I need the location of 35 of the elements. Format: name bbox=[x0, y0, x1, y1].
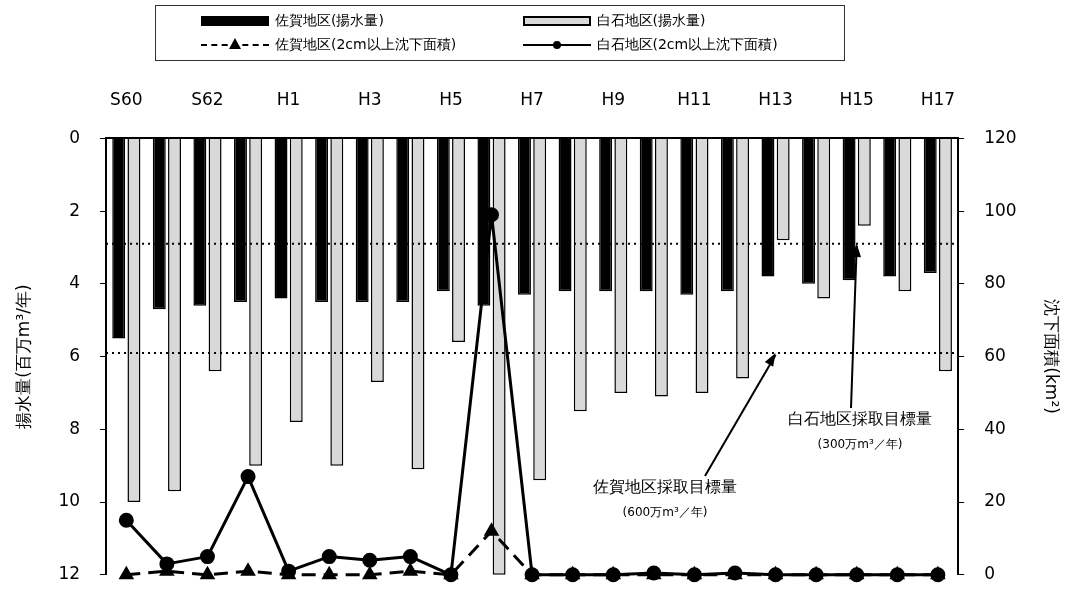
legend-label: 佐賀地区(2cm以上沈下面積) bbox=[275, 36, 457, 54]
y-tick-label: 12 bbox=[58, 563, 81, 584]
y2-tick-label: 0 bbox=[984, 563, 995, 584]
y-axis-title: 揚水量(百万m³/年) bbox=[12, 284, 33, 429]
x-tick-label: S62 bbox=[191, 88, 224, 109]
y-tick-label: 6 bbox=[69, 345, 81, 366]
annotation: (300万m³／年) bbox=[817, 437, 903, 452]
y-tick-label: 4 bbox=[69, 272, 81, 293]
y2-tick-label: 80 bbox=[984, 272, 1006, 293]
x-tick-label: H13 bbox=[758, 88, 793, 109]
x-tick-label: S60 bbox=[110, 88, 143, 109]
x-tick-label: H5 bbox=[439, 88, 463, 109]
legend-label: 白石地区(揚水量) bbox=[596, 12, 706, 30]
x-tick-label: H7 bbox=[520, 88, 544, 109]
legend-label: 佐賀地区(揚水量) bbox=[275, 12, 384, 30]
y2-tick-label: 120 bbox=[984, 126, 1017, 147]
annotation: (600万m³／年) bbox=[622, 505, 708, 520]
y2-tick-label: 40 bbox=[984, 417, 1006, 438]
annotation: 白石地区採取目標量 bbox=[788, 409, 932, 429]
x-tick-label: H3 bbox=[357, 88, 382, 109]
legend-label: 白石地区(2cm以上沈下面積) bbox=[596, 36, 778, 54]
annotation: 佐賀地区採取目標量 bbox=[593, 477, 737, 497]
x-tick-label: H15 bbox=[839, 88, 874, 109]
y-tick-label: 2 bbox=[69, 199, 81, 220]
y2-axis-title: 沈下面積(km²) bbox=[1042, 299, 1063, 414]
x-tick-label: H17 bbox=[920, 88, 956, 109]
y-tick-label: 8 bbox=[69, 417, 81, 438]
y2-tick-label: 20 bbox=[984, 490, 1006, 511]
x-tick-label: H11 bbox=[677, 88, 712, 109]
x-tick-label: H1 bbox=[276, 88, 301, 109]
y2-tick-label: 100 bbox=[984, 199, 1017, 220]
y-tick-label: 0 bbox=[69, 126, 81, 147]
y2-tick-label: 60 bbox=[984, 345, 1006, 366]
y-tick-label: 10 bbox=[58, 490, 81, 511]
x-tick-label: H9 bbox=[601, 88, 626, 109]
